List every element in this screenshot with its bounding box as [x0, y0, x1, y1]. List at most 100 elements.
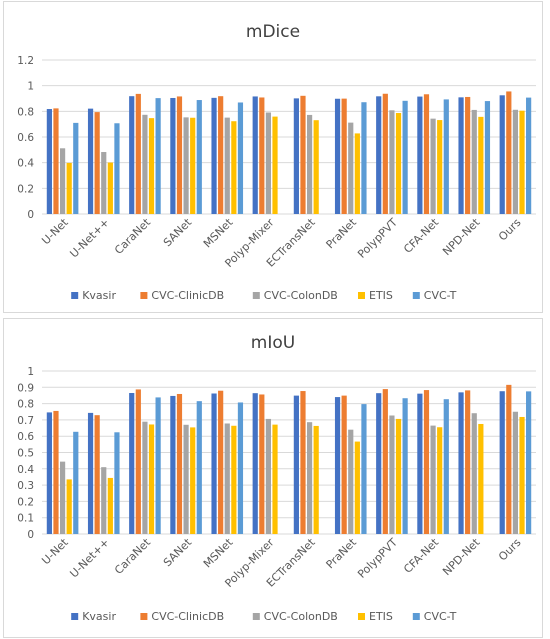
chart-1-bar-kvasir-msnet	[211, 97, 217, 214]
chart-2-bar-kvasir-u-net	[46, 412, 52, 534]
chart-2-bar-etis-polyp-mixer	[272, 424, 278, 534]
chart-1-y-tick-label: 0.4	[17, 158, 34, 170]
chart-1-bar-cvc-colondb-u-net	[101, 152, 107, 214]
chart-1-bar-cvc-t-polyppvt	[402, 100, 408, 214]
chart-2-bar-cvc-t-msnet	[237, 402, 244, 534]
chart-1-legend-label-etis: ETIS	[369, 289, 393, 302]
chart-1-category-label: Ours	[496, 216, 524, 244]
chart-1-bar-kvasir-polyp-mixer	[252, 96, 258, 214]
chart-2-bar-kvasir-ectransnet	[293, 395, 299, 534]
chart-1-bar-etis-npd-net	[478, 116, 484, 214]
chart-1-bar-cvc-clinicdb-caranet	[135, 93, 141, 214]
chart-2-y-tick-label: 0.7	[17, 415, 34, 427]
chart-1-bar-cvc-clinicdb-sanet	[176, 96, 183, 214]
chart-2-bar-cvc-colondb-u-net	[59, 461, 66, 534]
chart-2-bar-cvc-t-polyppvt	[402, 398, 408, 534]
chart-2-bar-cvc-colondb-ectransnet	[306, 422, 313, 534]
chart-1-bar-cvc-t-sanet	[196, 100, 202, 214]
chart-1-bar-kvasir-sanet	[170, 97, 176, 214]
chart-1-category-label: CFA-Net	[401, 215, 441, 255]
chart-1-bar-cvc-clinicdb-polyppvt	[382, 93, 388, 214]
chart-1-legend-swatch-cvc-colondb	[252, 292, 260, 299]
chart-2-bar-kvasir-msnet	[211, 393, 217, 534]
chart-1-bar-cvc-t-cfa-net	[443, 99, 449, 214]
chart-2-title: mIoU	[251, 333, 295, 353]
chart-2-y-tick-label: 0.6	[17, 431, 34, 443]
chart-1-bar-kvasir-caranet	[129, 96, 135, 214]
chart-2-bar-cvc-colondb-caranet	[142, 421, 148, 534]
chart-1-bar-cvc-colondb-caranet	[142, 114, 148, 214]
chart-1-bar-cvc-clinicdb-u-net	[94, 112, 100, 214]
chart-2-legend-label-cvc-t: CVC-T	[424, 610, 457, 623]
chart-1-bar-etis-msnet	[231, 121, 237, 214]
chart-2-bar-cvc-colondb-npd-net	[471, 413, 477, 534]
chart-2-bar-cvc-colondb-ours	[512, 411, 519, 534]
chart-2-bar-cvc-clinicdb-npd-net	[465, 390, 471, 534]
chart-1-bar-cvc-colondb-ours	[512, 109, 519, 214]
chart-1-bar-cvc-clinicdb-ours	[506, 91, 512, 214]
chart-2-bar-etis-cfa-net	[437, 427, 443, 534]
chart-2-bar-cvc-colondb-pranet	[348, 429, 354, 534]
chart-2-category-label: U-Net++	[67, 536, 111, 580]
chart-1-bar-etis-pranet	[354, 133, 360, 214]
chart-2-bar-kvasir-sanet	[170, 395, 176, 534]
chart-1-legend-swatch-cvc-clinicdb	[140, 292, 148, 299]
chart-1-y-tick-label: 0.8	[17, 106, 34, 118]
chart-2-y-tick-label: 0.3	[17, 480, 34, 492]
chart-2-legend-label-cvc-colondb: CVC-ColonDB	[264, 610, 338, 623]
chart-1-bar-etis-caranet	[148, 118, 155, 214]
chart-1-bar-cvc-colondb-npd-net	[471, 109, 477, 214]
chart-2-bar-kvasir-npd-net	[458, 392, 464, 534]
chart-2-bar-cvc-t-sanet	[196, 401, 202, 534]
chart-1-category-label: PolypPVT	[355, 216, 400, 261]
chart-1-bar-cvc-t-u-net	[114, 123, 120, 214]
chart-1-bar-cvc-clinicdb-msnet	[218, 96, 224, 214]
chart-2-legend-swatch-cvc-colondb	[252, 613, 260, 620]
chart-1-bar-kvasir-u-net	[87, 108, 94, 214]
chart-2-bar-etis-ectransnet	[313, 425, 319, 534]
chart-2-bar-cvc-t-u-net	[73, 431, 79, 534]
chart-2-bar-kvasir-cfa-net	[417, 393, 423, 534]
chart-1-bar-etis-ectransnet	[313, 120, 319, 214]
chart-2-bar-cvc-clinicdb-u-net	[94, 415, 100, 534]
chart-1-category-label: PraNet	[324, 215, 360, 251]
chart-2-bar-cvc-clinicdb-ectransnet	[300, 391, 306, 534]
chart-2-legend-swatch-cvc-t	[412, 613, 420, 620]
chart-2-bar-cvc-clinicdb-msnet	[218, 390, 224, 534]
chart-2-category-label: PolypPVT	[355, 536, 400, 581]
chart-2-bar-cvc-colondb-u-net	[101, 467, 107, 534]
chart-1-category-label: SANet	[161, 215, 195, 249]
chart-1-legend-swatch-cvc-t	[412, 292, 420, 299]
chart-1-bar-kvasir-pranet	[334, 98, 341, 214]
chart-2-bar-cvc-colondb-polyppvt	[389, 415, 395, 534]
chart-2-y-tick-label: 0.8	[17, 399, 34, 411]
chart-1-legend-label-cvc-clinicdb: CVC-ClinicDB	[151, 289, 224, 302]
chart-1-bar-kvasir-npd-net	[458, 97, 464, 214]
chart-1-bar-etis-u-net	[66, 162, 72, 214]
chart-2-bar-etis-u-net	[66, 479, 72, 534]
chart-2-bar-etis-npd-net	[478, 423, 484, 534]
chart-2-bar-cvc-clinicdb-caranet	[135, 389, 141, 534]
mdice-chart-panel: mDice 0 0.2 0.4 0.6 0.8 1 1.2 U-Net U-Net++ CaraNe…	[3, 1, 543, 313]
chart-1-bar-cvc-colondb-msnet	[224, 117, 230, 214]
chart-2-bar-etis-sanet	[190, 427, 196, 534]
chart-1-title: mDice	[246, 22, 300, 42]
chart-1-bar-cvc-colondb-sanet	[183, 117, 189, 214]
chart-1-bar-cvc-t-pranet	[361, 102, 367, 214]
chart-1-bar-etis-cfa-net	[437, 120, 443, 214]
chart-2-bar-cvc-t-ours	[526, 391, 532, 534]
chart-1-y-tick-label: 0	[27, 209, 34, 221]
chart-2-bar-kvasir-polyp-mixer	[252, 393, 258, 534]
chart-1-bar-kvasir-ours	[499, 95, 505, 214]
chart-1-bar-cvc-colondb-pranet	[348, 122, 354, 214]
chart-1-category-label: U-Net++	[67, 216, 111, 260]
chart-1-legend-label-kvasir: Kvasir	[82, 289, 116, 302]
chart-2-bar-kvasir-u-net	[87, 412, 94, 534]
chart-1-bar-kvasir-polyppvt	[376, 96, 382, 214]
chart-1-legend-swatch-kvasir	[71, 292, 79, 299]
chart-1-bar-cvc-clinicdb-u-net	[53, 108, 59, 214]
chart-1-bar-cvc-t-caranet	[155, 98, 161, 214]
chart-2-y-tick-label: 0.9	[17, 382, 34, 394]
chart-1-bar-kvasir-ectransnet	[293, 98, 299, 214]
